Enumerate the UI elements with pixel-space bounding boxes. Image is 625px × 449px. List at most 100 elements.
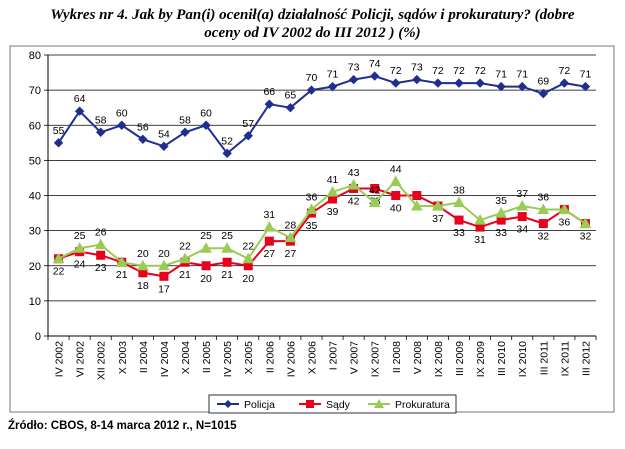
data-point-sady	[370, 183, 380, 193]
data-label: 65	[285, 90, 297, 102]
data-label: 36	[537, 192, 549, 204]
data-label: 72	[432, 65, 444, 77]
data-label: 32	[580, 231, 592, 243]
data-label: 20	[137, 248, 149, 260]
data-point-prokuratura	[326, 185, 339, 197]
data-label: 36	[559, 217, 571, 229]
data-label: 60	[116, 107, 128, 119]
data-point-policja	[159, 141, 169, 152]
data-label: 21	[221, 269, 233, 281]
data-label: 27	[263, 248, 275, 260]
chart-title: Wykres nr 4. Jak by Pan(i) ocenił(a) dzi…	[0, 6, 625, 42]
data-point-prokuratura	[453, 196, 465, 208]
data-label: 41	[327, 174, 339, 186]
data-point-sady	[96, 250, 106, 260]
x-tick-label: I 2007	[328, 341, 340, 370]
data-point-policja	[559, 78, 570, 88]
data-label: 42	[348, 195, 360, 207]
x-tick-label: IX 2007	[370, 341, 382, 377]
data-label: 60	[200, 107, 212, 119]
x-tick-label: II 2004	[138, 341, 150, 373]
x-tick-label: X 2005	[243, 341, 255, 374]
data-label: 71	[495, 69, 507, 81]
data-label: 24	[74, 259, 86, 271]
data-point-prokuratura	[516, 200, 529, 211]
x-tick-label: II 2008	[391, 341, 403, 373]
y-tick-label: 60	[29, 120, 41, 132]
data-point-prokuratura	[389, 175, 402, 186]
y-tick-label: 30	[29, 226, 41, 238]
data-label: 70	[306, 72, 318, 84]
data-label: 54	[158, 128, 170, 140]
chart-title-line2: oceny od IV 2002 do III 2012 ) (%)	[204, 25, 421, 41]
data-label: 21	[116, 269, 128, 281]
data-point-policja	[53, 138, 64, 148]
data-label: 40	[390, 203, 402, 215]
x-tick-label: II 2006	[264, 341, 276, 373]
y-tick-label: 40	[29, 191, 41, 203]
y-tick-label: 80	[29, 50, 41, 62]
data-point-prokuratura	[347, 178, 360, 190]
x-tick-label: XII 2002	[96, 341, 108, 380]
data-label: 72	[390, 65, 402, 77]
legend-marker-prokuratura	[374, 399, 384, 408]
data-point-prokuratura	[136, 259, 149, 271]
y-tick-label: 70	[29, 85, 41, 97]
data-point-prokuratura	[221, 242, 234, 253]
data-point-policja	[243, 131, 253, 141]
data-label: 20	[200, 273, 212, 285]
x-tick-label: IV 2004	[159, 341, 171, 377]
x-tick-label: II 2005	[201, 341, 213, 373]
data-point-policja	[348, 74, 359, 85]
data-point-policja	[391, 78, 401, 88]
data-point-prokuratura	[558, 203, 571, 215]
data-point-policja	[433, 78, 443, 88]
data-point-sady	[454, 215, 464, 225]
data-point-prokuratura	[284, 231, 297, 243]
data-label: 36	[306, 192, 318, 204]
data-point-policja	[74, 106, 85, 116]
data-label: 74	[369, 58, 381, 70]
data-point-policja	[222, 148, 232, 159]
data-label: 58	[95, 114, 107, 126]
data-label: 55	[53, 125, 65, 137]
data-point-policja	[412, 74, 422, 85]
data-label: 39	[327, 206, 339, 218]
legend-label: Sądy	[326, 399, 351, 411]
source-note: Źródło: CBOS, 8-14 marca 2012 r., N=1015	[8, 420, 237, 432]
data-label: 57	[242, 118, 254, 130]
data-point-policja	[117, 120, 127, 130]
data-point-policja	[496, 81, 506, 92]
data-point-prokuratura	[263, 221, 276, 232]
data-label: 25	[221, 230, 233, 242]
data-point-prokuratura	[537, 203, 550, 215]
x-tick-label: V 2007	[349, 341, 361, 374]
data-label: 42	[369, 185, 381, 197]
data-point-policja	[475, 78, 485, 88]
data-point-policja	[180, 127, 190, 137]
data-point-sady	[264, 236, 274, 246]
data-label: 44	[390, 163, 402, 175]
data-label: 73	[411, 62, 423, 74]
data-point-policja	[95, 127, 106, 137]
x-tick-label: IV 2002	[54, 341, 66, 377]
data-label: 18	[137, 280, 149, 292]
legend-marker-sady	[306, 400, 314, 408]
data-label: 17	[158, 283, 170, 295]
data-point-prokuratura	[158, 259, 170, 271]
data-label: 32	[537, 231, 549, 243]
legend-label: Prokuratura	[395, 399, 450, 411]
data-label: 56	[137, 121, 149, 133]
data-label: 25	[74, 230, 86, 242]
x-tick-label: III 2009	[454, 341, 466, 376]
x-tick-label: III 2012	[580, 341, 592, 376]
data-label: 33	[495, 227, 507, 239]
data-point-policja	[306, 85, 317, 95]
data-label: 34	[516, 224, 528, 236]
data-label: 33	[453, 227, 465, 239]
legend-box	[208, 394, 457, 414]
chart-title-line1: Wykres nr 4. Jak by Pan(i) ocenił(a) dzi…	[50, 7, 575, 23]
x-tick-label: IX 2010	[517, 341, 529, 377]
data-label: 31	[263, 209, 275, 221]
